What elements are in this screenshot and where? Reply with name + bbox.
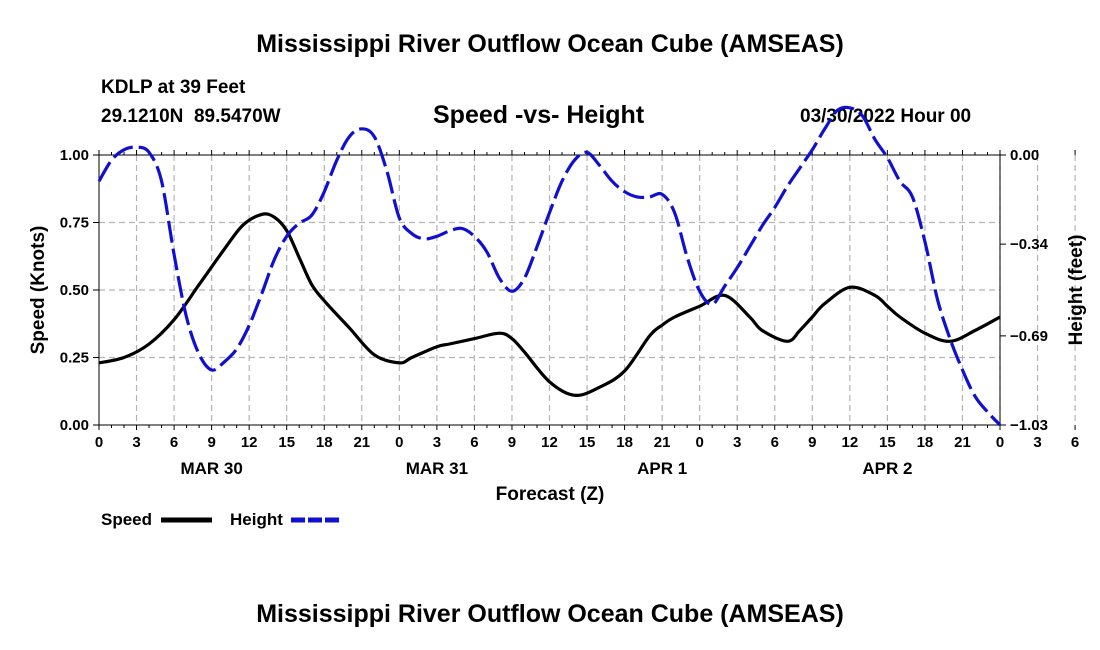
page-title: Mississippi River Outflow Ocean Cube (AM… [256,30,844,58]
y-tick-label: 0.50 [60,282,89,299]
x-tick-label: 6 [1071,434,1079,451]
x-tick-label: 0 [996,434,1004,451]
x-tick-label: 3 [733,434,741,451]
legend-height-label: Height [230,510,283,529]
y-tick-label: 0.00 [60,417,89,434]
x-tick-label: 6 [771,434,779,451]
y2-tick-label: −0.69 [1010,328,1048,345]
y2-tick-label: −0.34 [1010,236,1049,253]
legend-speed-label: Speed [101,510,152,529]
y-axis-title: Speed (Knots) [28,226,49,355]
grid [99,155,1076,425]
axis-ticks [93,150,1076,430]
x-tick-label: 12 [241,434,258,451]
x-tick-label: 18 [316,434,333,451]
x-tick-label: 15 [278,434,295,451]
y2-tick-label: −1.03 [1010,417,1048,434]
x-tick-label: 12 [541,434,558,451]
series-lines [97,105,1002,427]
x-tick-label: 9 [508,434,516,451]
x-tick-label: 3 [132,434,140,451]
y-tick-label: 0.25 [60,350,89,367]
axis-labels: 0369121518210369121518210369121518210369… [60,147,1079,478]
day-label: MAR 31 [406,459,468,478]
x-tick-label: 21 [954,434,971,451]
page-title-repeat: Mississippi River Outflow Ocean Cube (AM… [256,600,844,628]
series-speed-line [98,212,1001,397]
x-tick-label: 15 [879,434,896,451]
x-tick-label: 6 [470,434,478,451]
y-tick-label: 0.75 [60,215,89,232]
coordinates-label: 29.1210N 89.5470W [101,106,281,127]
x-tick-label: 0 [395,434,403,451]
x-tick-label: 21 [353,434,370,451]
x-tick-label: 6 [170,434,178,451]
y2-tick-label: 0.00 [1010,147,1039,164]
station-label: KDLP at 39 Feet [101,77,246,98]
chart-title: Speed -vs- Height [433,101,645,129]
x-tick-label: 9 [207,434,215,451]
day-label: APR 2 [862,459,912,478]
x-tick-label: 18 [616,434,633,451]
x-tick-label: 0 [695,434,703,451]
x-tick-label: 0 [95,434,103,451]
day-label: APR 1 [637,459,687,478]
x-axis-title: Forecast (Z) [496,484,605,505]
day-label: MAR 30 [180,459,242,478]
x-tick-label: 3 [1033,434,1041,451]
datetime-label: 03/30/2022 Hour 00 [800,106,972,127]
series-height-line [97,105,1002,427]
x-tick-label: 15 [579,434,596,451]
y-tick-label: 1.00 [60,147,89,164]
x-tick-label: 21 [654,434,671,451]
x-tick-label: 3 [433,434,441,451]
x-tick-label: 12 [841,434,858,451]
y2-axis-title: Height (feet) [1066,235,1087,346]
x-tick-label: 9 [808,434,816,451]
x-tick-label: 18 [917,434,934,451]
